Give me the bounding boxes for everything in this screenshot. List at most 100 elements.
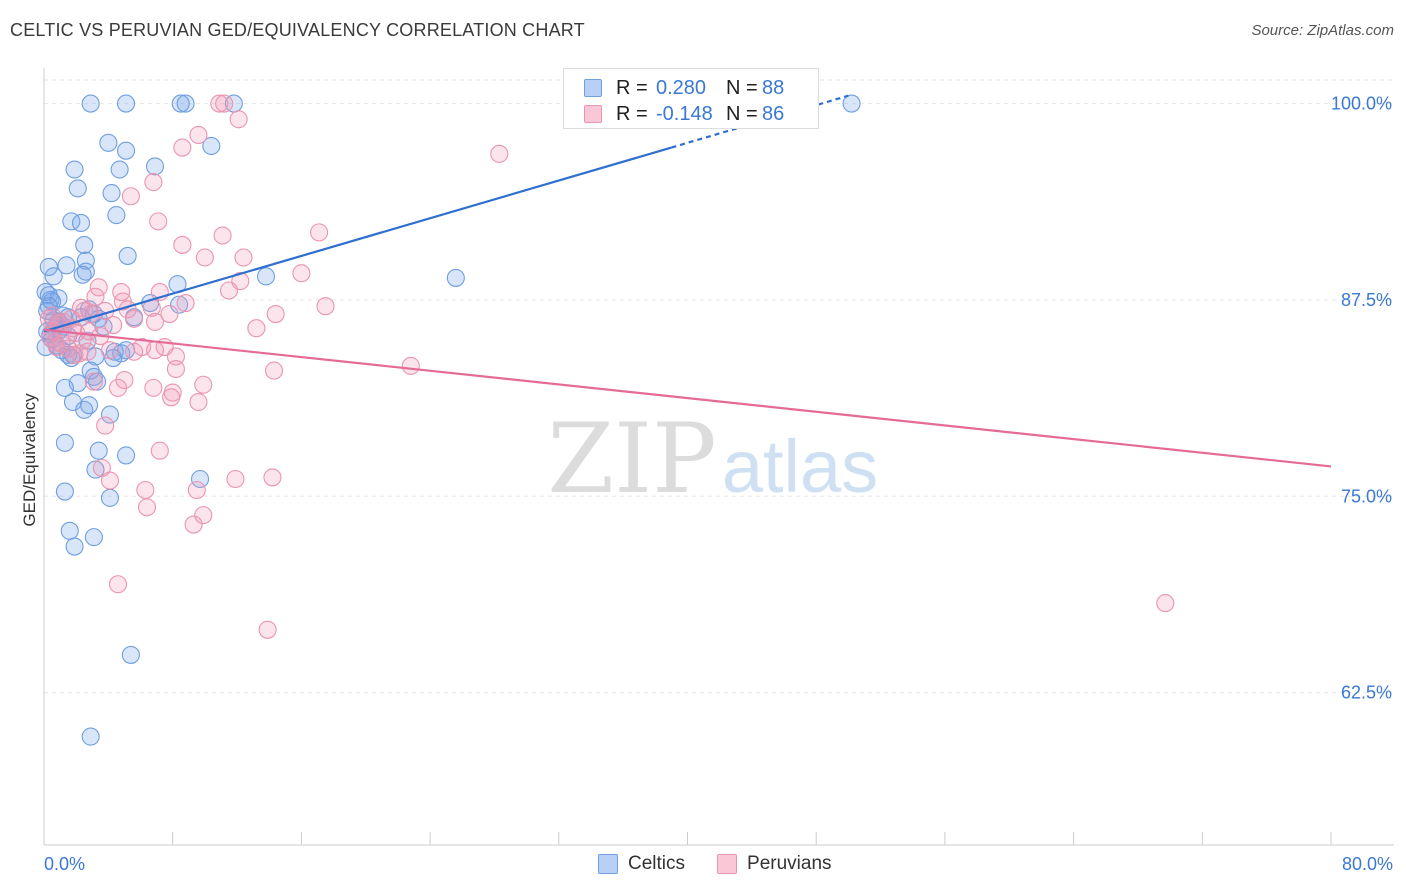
peruvians-point bbox=[136, 480, 155, 500]
x-tick-label-max: 80.0% bbox=[1342, 854, 1393, 874]
celtics-point bbox=[62, 212, 81, 231]
celtics-point bbox=[73, 265, 92, 284]
celtics-point bbox=[170, 295, 189, 314]
peruvians-point bbox=[292, 264, 311, 283]
peruvians-point bbox=[108, 378, 128, 397]
y-tick-label: 100.0% bbox=[1331, 94, 1392, 114]
x-tick-label-min: 0.0% bbox=[44, 854, 85, 874]
peruvians-point bbox=[162, 388, 181, 407]
peruvians-point bbox=[86, 287, 105, 306]
celtics-point bbox=[100, 488, 120, 507]
r-label: R = bbox=[616, 76, 648, 99]
celtics-point bbox=[190, 469, 210, 489]
peruvians-point bbox=[213, 226, 232, 245]
peruvians-point bbox=[187, 480, 206, 500]
peruvians-point bbox=[160, 305, 179, 324]
peruvians-point bbox=[89, 278, 108, 297]
peruvians-point bbox=[210, 94, 229, 113]
peruvians-point bbox=[226, 469, 245, 489]
r-value-peruvians: -0.148 bbox=[656, 102, 713, 125]
celtics-trend-line bbox=[43, 146, 672, 333]
peruvians-point bbox=[265, 361, 284, 380]
celtics-point bbox=[116, 141, 136, 160]
peruvians-point bbox=[266, 305, 285, 324]
peruvians-point bbox=[215, 94, 234, 113]
celtics-point bbox=[75, 235, 94, 254]
celtics-point bbox=[176, 94, 195, 113]
peruvians-point bbox=[145, 341, 165, 360]
source-credit: Source: ZipAtlas.com bbox=[1251, 22, 1394, 39]
celtics-point bbox=[118, 246, 137, 265]
celtics-point bbox=[202, 136, 221, 156]
tick-labels: 62.5% 75.0% 87.5% 100.0% 0.0% 80.0% bbox=[44, 94, 1393, 874]
legend-label-celtics: Celtics bbox=[628, 853, 686, 874]
peruvians-point bbox=[173, 138, 192, 157]
celtics-point bbox=[81, 727, 100, 746]
r-label: R = bbox=[616, 102, 648, 125]
peruvians-point bbox=[189, 125, 208, 145]
celtics-point bbox=[84, 528, 103, 547]
peruvians-point bbox=[194, 506, 213, 525]
peruvians-point bbox=[46, 333, 65, 352]
n-label: N = bbox=[726, 102, 758, 125]
celtics-point bbox=[121, 645, 140, 664]
peruvians-point bbox=[137, 498, 157, 517]
celtics-point bbox=[256, 267, 276, 286]
celtics-point bbox=[60, 521, 79, 540]
peruvians-point bbox=[189, 392, 208, 412]
n-value-peruvians: 86 bbox=[762, 102, 785, 125]
celtics-swatch bbox=[584, 79, 602, 97]
legend-item-celtics[interactable]: Celtics bbox=[598, 853, 685, 875]
celtics-point bbox=[107, 206, 126, 225]
celtics-point bbox=[110, 160, 129, 179]
peruvians-point bbox=[100, 341, 120, 360]
celtics-point bbox=[55, 433, 74, 452]
peruvians-point bbox=[176, 294, 195, 313]
peruvians-point bbox=[316, 297, 335, 316]
legend-item-peruvians[interactable]: Peruvians bbox=[717, 853, 832, 875]
peruvians-point bbox=[112, 283, 131, 302]
celtics-point bbox=[81, 94, 100, 113]
celtics-point bbox=[116, 94, 136, 113]
watermark-zip: ZIP bbox=[547, 403, 716, 515]
peruvians-point bbox=[100, 471, 120, 490]
celtics-point bbox=[842, 94, 861, 113]
celtics-point bbox=[55, 378, 74, 397]
celtics-point bbox=[57, 256, 76, 275]
celtics-point bbox=[76, 262, 95, 281]
peruvians-point bbox=[310, 223, 329, 242]
peruvians-point bbox=[195, 248, 214, 267]
peruvians-point bbox=[150, 441, 169, 460]
peruvians-point bbox=[96, 416, 115, 435]
celtics-point bbox=[100, 405, 120, 424]
celtics-legend-swatch bbox=[598, 854, 618, 874]
peruvians-point bbox=[234, 248, 253, 267]
peruvians-point bbox=[149, 212, 168, 231]
celtics-point bbox=[102, 184, 121, 203]
peruvians-point bbox=[173, 235, 192, 254]
celtics-point bbox=[75, 400, 94, 419]
peruvians-point bbox=[490, 144, 509, 163]
celtics-point bbox=[71, 213, 91, 232]
y-tick-label: 62.5% bbox=[1341, 683, 1392, 703]
peruvians-point bbox=[166, 359, 185, 379]
peruvians-point bbox=[219, 281, 239, 300]
celtics-point bbox=[171, 94, 190, 113]
peruvians-point bbox=[52, 334, 71, 353]
celtics-point bbox=[55, 482, 74, 501]
peruvians-point bbox=[144, 173, 163, 192]
peruvians-point bbox=[79, 322, 99, 341]
peruvians-point bbox=[125, 342, 144, 361]
y-tick-label: 87.5% bbox=[1341, 290, 1392, 310]
peruvians-point bbox=[108, 575, 128, 594]
peruvians-swatch bbox=[584, 105, 602, 123]
celtics-point bbox=[89, 441, 108, 460]
celtics-point bbox=[446, 268, 465, 287]
peruvians-point bbox=[84, 372, 103, 391]
gridlines bbox=[44, 79, 1394, 694]
celtics-point bbox=[65, 537, 84, 556]
peruvians-point bbox=[166, 347, 185, 366]
celtics-point bbox=[86, 460, 105, 479]
peruvians-point bbox=[258, 620, 277, 639]
